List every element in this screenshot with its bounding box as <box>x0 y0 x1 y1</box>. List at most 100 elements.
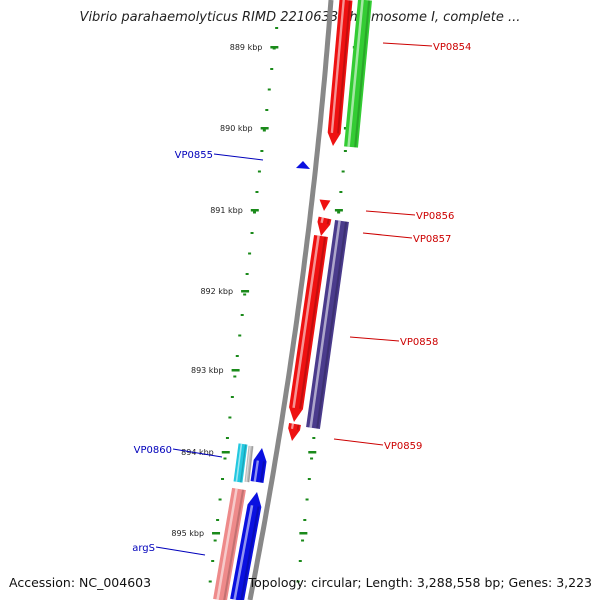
gene-label: VP0855 <box>175 150 213 161</box>
topology-text: Topology: circular; Length: 3,288,558 bp… <box>248 575 592 590</box>
outer-tick-dot <box>339 191 343 193</box>
inner-tick-dot <box>233 375 237 378</box>
accession-text: Accession: NC_004603 <box>9 575 152 590</box>
chromosome-backbone <box>247 0 334 600</box>
gene-blue-upper-body <box>250 448 267 483</box>
inner-tick-dot <box>265 109 269 111</box>
inner-tick-dot <box>260 150 264 152</box>
gene-blue-upper-shade <box>259 461 265 483</box>
gene-vp0858-shade <box>299 236 327 409</box>
gene-vp0858-shine <box>292 235 320 408</box>
inner-tick-dot <box>208 580 212 583</box>
major-tick <box>231 369 240 372</box>
gene-label: argS <box>132 543 155 554</box>
inner-tick-dot <box>243 293 247 296</box>
gene-label-leader <box>333 438 384 446</box>
gene-vp0855 <box>296 161 310 169</box>
outer-tick-dot <box>298 560 302 562</box>
gene-label-leader <box>172 448 223 458</box>
inner-tick-dot <box>228 416 232 419</box>
gene-vp0854-shine <box>330 0 345 133</box>
outer-tick-dot <box>341 170 345 173</box>
tick-label: 891 kbp <box>210 206 243 215</box>
gene-label-leader <box>213 153 264 161</box>
inner-tick-dot <box>221 478 225 480</box>
gene-vp0860-sibling-shine <box>245 445 251 482</box>
gene-args-pink-shine <box>216 488 238 600</box>
gene-args <box>230 492 262 600</box>
tick-label: 895 kbp <box>171 529 204 538</box>
gene-label-leader <box>362 232 413 239</box>
gene-vp0860-sibling-shade <box>247 446 253 483</box>
gene-label-leader <box>365 210 416 216</box>
tick-label: 889 kbp <box>230 43 263 52</box>
gene-label: VP0859 <box>384 441 422 452</box>
gene-vp0854-companion <box>344 0 372 148</box>
inner-tick-dot <box>213 539 217 542</box>
gene-vp0857 <box>317 216 332 236</box>
gene-vp0860-shade <box>240 444 247 483</box>
gene-args-shine <box>233 505 254 600</box>
inner-tick-dot <box>240 314 244 316</box>
inner-tick-dot <box>230 396 234 398</box>
inner-tick-dot <box>223 457 227 460</box>
gene-blue-upper-shine <box>253 460 260 482</box>
gene-vp0859-shine <box>290 423 294 430</box>
gene-vp0858-companion <box>306 220 349 429</box>
inner-tick-dot <box>245 273 249 275</box>
gene-vp0858-companion-shade <box>316 221 348 429</box>
gene-vp0856 <box>319 199 331 211</box>
gene-label: VP0860 <box>134 445 172 456</box>
outer-tick-dot <box>312 437 316 439</box>
gene-args-pink-shade <box>223 489 245 600</box>
major-tick <box>260 127 269 130</box>
inner-tick-dot <box>253 211 256 214</box>
gene-vp0860-shine <box>235 443 243 482</box>
gene-label-leader <box>382 42 433 47</box>
major-tick <box>241 290 250 293</box>
tick-label: 890 kbp <box>220 124 253 133</box>
outer-tick-dot <box>343 150 347 152</box>
outer-tick-dot <box>337 211 341 214</box>
inner-tick-dot <box>262 129 266 132</box>
outer-tick-dot <box>303 519 307 521</box>
outer-tick-dot <box>307 478 311 480</box>
gene-vp0858-companion-shine <box>309 220 341 428</box>
major-tick <box>221 451 230 454</box>
gene-vp0854-companion-shade <box>354 0 371 148</box>
gene-vp0856-body <box>319 199 331 211</box>
gene-vp0859 <box>288 422 301 441</box>
inner-tick-dot <box>218 498 222 501</box>
inner-tick-dot <box>235 355 239 357</box>
gene-label: VP0856 <box>416 211 454 222</box>
major-tick-outer <box>334 209 343 212</box>
major-tick-outer <box>308 451 317 454</box>
gene-vp0858 <box>289 234 328 422</box>
gene-vp0857-shade <box>326 218 330 225</box>
outer-tick-dot <box>301 539 305 542</box>
inner-tick-dot <box>216 519 220 521</box>
major-tick <box>250 209 259 212</box>
inner-tick-dot <box>250 232 254 234</box>
gene-vp0860-sibling <box>244 445 254 483</box>
gene-label: VP0858 <box>400 337 438 348</box>
inner-tick-dot <box>248 252 252 255</box>
inner-tick-dot <box>238 334 242 337</box>
gene-args-shade <box>240 506 260 600</box>
inner-tick-dot <box>257 170 261 173</box>
gene-vp0857-shine <box>320 217 324 224</box>
gene-label: VP0854 <box>433 42 471 53</box>
inner-tick-dot <box>211 560 215 562</box>
gene-vp0859-shade <box>296 424 300 430</box>
major-tick <box>212 532 221 535</box>
gene-blue-upper <box>250 448 267 483</box>
gene-label-leader <box>155 546 206 556</box>
map-title: Vibrio parahaemolyticus RIMD 2210633 chr… <box>79 10 521 25</box>
gene-vp0854 <box>327 0 353 146</box>
outer-tick-dot <box>310 457 314 460</box>
gene-args-pink <box>213 487 246 600</box>
major-tick <box>270 46 279 49</box>
major-tick-outer <box>299 532 308 535</box>
gene-label: VP0857 <box>413 234 451 245</box>
